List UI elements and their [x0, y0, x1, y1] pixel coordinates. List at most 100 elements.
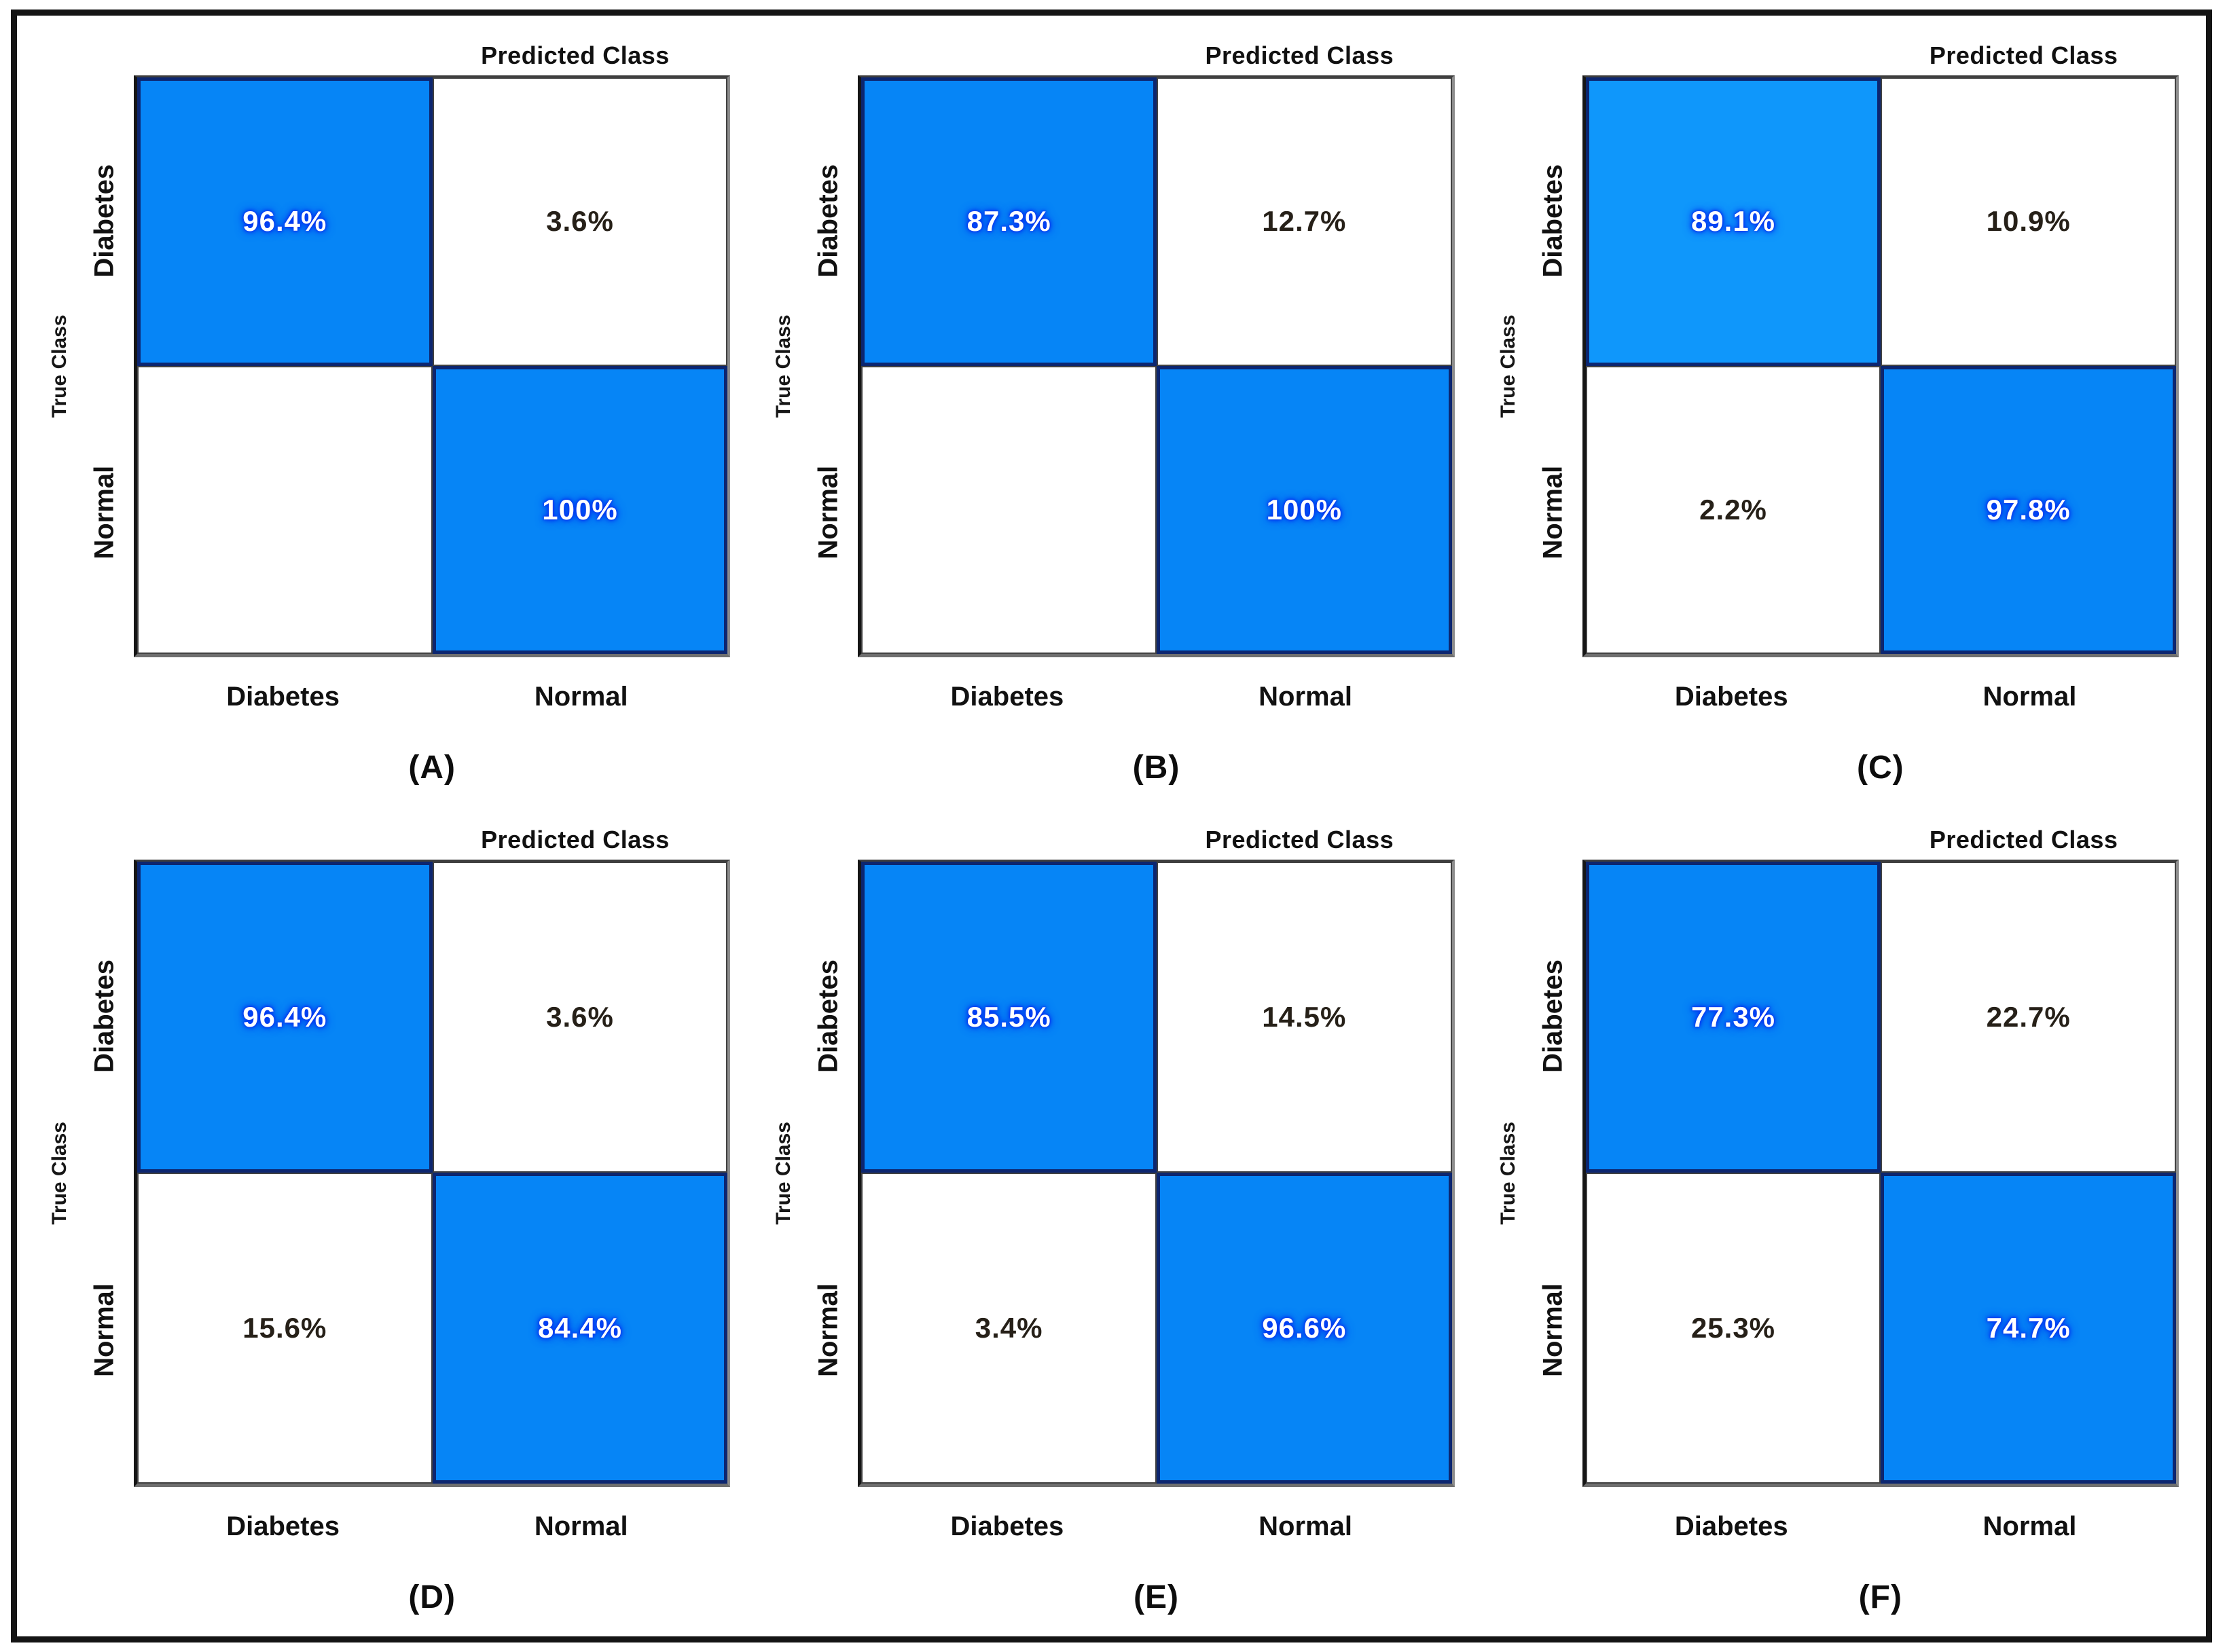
confusion-matrix: 87.3% 12.7% 100% — [858, 75, 1455, 658]
y-axis-title: True Class — [1496, 314, 1519, 418]
row-label-diabetes: Diabetes — [1538, 959, 1568, 1073]
row-labels: Diabetes Normal — [799, 860, 858, 1487]
cell-value: 10.9% — [1986, 205, 2071, 238]
row-label-diabetes: Diabetes — [89, 164, 120, 278]
confusion-matrix-panel-b: Predicted Class True Class Diabetes Norm… — [750, 18, 1474, 803]
confusion-matrix-panel-e: Predicted Class True Class Diabetes Norm… — [750, 803, 1474, 1632]
col-label-normal: Normal — [1259, 1511, 1352, 1541]
cell-value: 96.6% — [1262, 1312, 1347, 1344]
col-label-normal: Normal — [1982, 1511, 2077, 1541]
cell-value: 3.6% — [546, 205, 614, 238]
confusion-matrix-panel-d: Predicted Class True Class Diabetes Norm… — [26, 803, 750, 1632]
matrix-cell: 87.3% — [861, 77, 1157, 366]
matrix-cell: 25.3% — [1585, 1173, 1881, 1484]
matrix-cell: 100% — [1156, 365, 1452, 655]
row-label-diabetes: Diabetes — [813, 959, 844, 1073]
confusion-matrix-panel-a: Predicted Class True Class Diabetes Norm… — [26, 18, 750, 803]
cell-value: 87.3% — [966, 205, 1051, 238]
confusion-matrix: 77.3% 22.7% 25.3% 74.7% — [1582, 860, 2179, 1487]
cell-value: 3.6% — [546, 1001, 614, 1033]
matrix-cell: 89.1% — [1585, 77, 1881, 366]
figure-frame: Predicted Class True Class Diabetes Norm… — [11, 10, 2212, 1642]
cell-value: 77.3% — [1690, 1001, 1776, 1033]
matrix-cell: 14.5% — [1156, 862, 1452, 1173]
matrix-cell: 97.8% — [1881, 365, 2176, 655]
column-labels: Diabetes Normal — [134, 1487, 730, 1552]
col-label-diabetes: Diabetes — [1674, 1511, 1788, 1541]
matrix-cell: 85.5% — [861, 862, 1157, 1173]
matrix-cell: 2.2% — [1585, 365, 1881, 655]
panel-caption: (A) — [408, 749, 456, 786]
matrix-cell: 96.4% — [137, 862, 433, 1173]
matrix-cell: 100% — [432, 365, 728, 655]
col-label-diabetes: Diabetes — [1674, 682, 1788, 712]
matrix-cell: 22.7% — [1881, 862, 2176, 1173]
col-label-normal: Normal — [1982, 682, 2077, 712]
matrix-cell: 10.9% — [1881, 77, 2176, 366]
row-labels: Diabetes Normal — [75, 860, 134, 1487]
cell-value: 22.7% — [1986, 1001, 2071, 1033]
column-labels: Diabetes Normal — [1582, 657, 2179, 722]
column-labels: Diabetes Normal — [134, 657, 730, 722]
matrix-cell: 74.7% — [1881, 1173, 2176, 1484]
cell-value: 3.4% — [975, 1312, 1043, 1344]
cell-value: 14.5% — [1262, 1001, 1347, 1033]
y-axis-title: True Class — [48, 314, 71, 418]
col-label-normal: Normal — [1259, 682, 1352, 712]
row-label-diabetes: Diabetes — [89, 959, 120, 1073]
x-axis-title: Predicted Class — [1205, 41, 1394, 69]
row-label-normal: Normal — [1538, 1283, 1568, 1377]
cell-value: 84.4% — [537, 1312, 623, 1344]
row-label-diabetes: Diabetes — [1538, 164, 1568, 278]
col-label-diabetes: Diabetes — [226, 682, 340, 712]
matrix-cell: 3.4% — [861, 1173, 1157, 1484]
matrix-cell: 96.6% — [1156, 1173, 1452, 1484]
matrix-cell: 12.7% — [1156, 77, 1452, 366]
cell-value: 25.3% — [1690, 1312, 1776, 1344]
matrix-cell: 3.6% — [432, 77, 728, 366]
panel-grid: Predicted Class True Class Diabetes Norm… — [17, 16, 2206, 1636]
cell-value: 97.8% — [1986, 493, 2071, 526]
y-axis-title: True Class — [1496, 1122, 1519, 1225]
matrix-cell — [137, 365, 433, 655]
row-labels: Diabetes Normal — [75, 75, 134, 657]
confusion-matrix-panel-c: Predicted Class True Class Diabetes Norm… — [1475, 18, 2199, 803]
y-axis-title: True Class — [772, 314, 795, 418]
matrix-cell: 15.6% — [137, 1173, 433, 1484]
cell-value: 12.7% — [1262, 205, 1347, 238]
col-label-normal: Normal — [534, 1511, 628, 1541]
col-label-diabetes: Diabetes — [950, 1511, 1064, 1541]
panel-caption: (F) — [1858, 1579, 1902, 1615]
x-axis-title: Predicted Class — [1929, 41, 2118, 69]
cell-value: 89.1% — [1690, 205, 1776, 238]
confusion-matrix-panel-f: Predicted Class True Class Diabetes Norm… — [1475, 803, 2199, 1632]
confusion-matrix: 96.4% 3.6% 15.6% 84.4% — [134, 860, 731, 1487]
row-label-normal: Normal — [813, 465, 844, 559]
col-label-diabetes: Diabetes — [950, 682, 1064, 712]
cell-value: 74.7% — [1986, 1312, 2071, 1344]
x-axis-title: Predicted Class — [1205, 826, 1394, 854]
panel-caption: (D) — [408, 1579, 456, 1615]
x-axis-title: Predicted Class — [481, 41, 670, 69]
row-label-normal: Normal — [1538, 465, 1568, 559]
confusion-matrix: 89.1% 10.9% 2.2% 97.8% — [1582, 75, 2179, 658]
matrix-cell: 3.6% — [432, 862, 728, 1173]
y-axis-title: True Class — [48, 1122, 71, 1225]
row-labels: Diabetes Normal — [1524, 75, 1582, 657]
row-label-normal: Normal — [89, 465, 120, 559]
cell-value: 100% — [542, 493, 618, 526]
col-label-normal: Normal — [534, 682, 628, 712]
row-label-diabetes: Diabetes — [813, 164, 844, 278]
column-labels: Diabetes Normal — [1582, 1487, 2179, 1552]
column-labels: Diabetes Normal — [858, 657, 1454, 722]
matrix-cell — [861, 365, 1157, 655]
x-axis-title: Predicted Class — [481, 826, 670, 854]
panel-caption: (B) — [1132, 749, 1180, 786]
column-labels: Diabetes Normal — [858, 1487, 1454, 1552]
matrix-cell: 96.4% — [137, 77, 433, 366]
cell-value: 96.4% — [242, 1001, 327, 1033]
cell-value: 15.6% — [242, 1312, 327, 1344]
panel-caption: (C) — [1857, 749, 1904, 786]
y-axis-title: True Class — [772, 1122, 795, 1225]
